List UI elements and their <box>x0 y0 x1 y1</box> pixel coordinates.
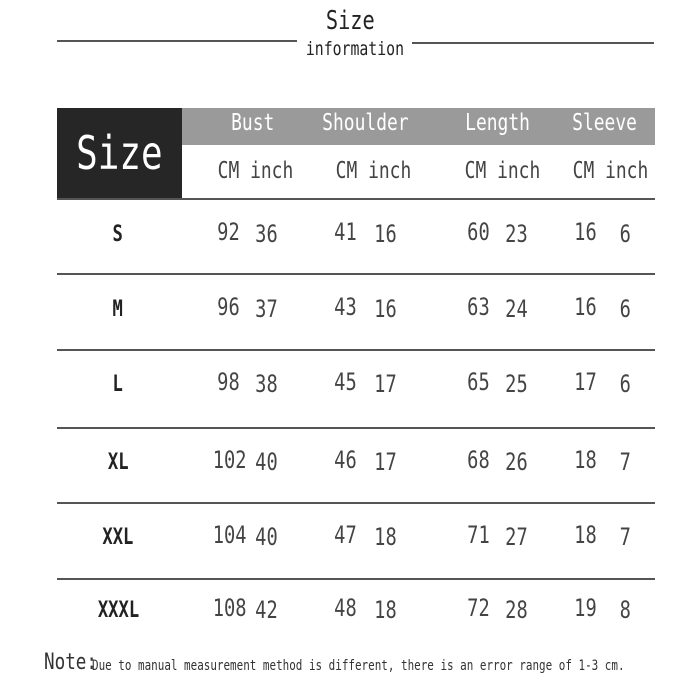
row-divider <box>57 578 655 580</box>
measurement-cell: 19 <box>573 594 597 622</box>
row-divider <box>57 349 655 351</box>
measurement-cell: 43 <box>333 293 357 321</box>
measurement-cell: 17 <box>373 448 397 476</box>
measurement-cell: 16 <box>573 218 597 246</box>
note-label: Note: <box>44 650 97 675</box>
measurement-cell: 18 <box>573 521 597 549</box>
measurement-cell: 16 <box>573 293 597 321</box>
column-header-bar <box>182 108 655 145</box>
measurement-cell: 104 <box>212 521 247 549</box>
row-divider <box>57 273 655 275</box>
measurement-cell: 7 <box>619 448 631 476</box>
note: Note: Due to manual measurement method i… <box>44 650 700 675</box>
measurement-cell: 28 <box>504 596 528 624</box>
measurement-cell: 71 <box>466 521 490 549</box>
measurement-cell: 38 <box>254 370 278 398</box>
unit-label-shoulder: CM inch <box>335 158 411 184</box>
title-size: Size <box>325 6 375 36</box>
row-divider <box>57 198 655 200</box>
column-header-length: Length <box>465 110 531 136</box>
measurement-cell: 6 <box>619 370 631 398</box>
column-header-shoulder: Shoulder <box>322 110 409 136</box>
measurement-cell: 17 <box>373 370 397 398</box>
measurement-cell: 7 <box>619 523 631 551</box>
measurement-cell: 26 <box>504 448 528 476</box>
column-header-bust: Bust <box>231 110 275 136</box>
size-label: S <box>112 222 124 247</box>
measurement-cell: 96 <box>216 293 240 321</box>
size-label: XXL <box>102 525 134 550</box>
measurement-cell: 102 <box>212 446 247 474</box>
unit-label-sleeve: CM inch <box>572 158 648 184</box>
row-divider <box>57 502 655 504</box>
measurement-cell: 40 <box>254 523 278 551</box>
measurement-cell: 72 <box>466 594 490 622</box>
measurement-cell: 40 <box>254 448 278 476</box>
measurement-cell: 47 <box>333 521 357 549</box>
measurement-cell: 68 <box>466 446 490 474</box>
measurement-cell: 16 <box>373 295 397 323</box>
measurement-cell: 6 <box>619 295 631 323</box>
measurement-cell: 18 <box>373 523 397 551</box>
unit-label-length: CM inch <box>464 158 540 184</box>
measurement-cell: 45 <box>333 368 357 396</box>
note-text: Due to manual measurement method is diff… <box>92 658 625 674</box>
measurement-cell: 41 <box>333 218 357 246</box>
measurement-cell: 36 <box>254 220 278 248</box>
measurement-cell: 46 <box>333 446 357 474</box>
measurement-cell: 18 <box>573 446 597 474</box>
title-divider-right <box>412 42 654 44</box>
measurement-cell: 6 <box>619 220 631 248</box>
measurement-cell: 63 <box>466 293 490 321</box>
measurement-cell: 60 <box>466 218 490 246</box>
size-label: L <box>112 372 124 397</box>
title-information: information <box>305 38 405 60</box>
column-header-sleeve: Sleeve <box>572 110 638 136</box>
size-label: XXXL <box>97 598 139 623</box>
size-header-box: Size <box>57 108 182 198</box>
measurement-cell: 98 <box>216 368 240 396</box>
measurement-cell: 65 <box>466 368 490 396</box>
measurement-cell: 16 <box>373 220 397 248</box>
measurement-cell: 108 <box>212 594 247 622</box>
measurement-cell: 48 <box>333 594 357 622</box>
size-label: M <box>112 297 124 322</box>
measurement-cell: 17 <box>573 368 597 396</box>
row-divider <box>57 427 655 429</box>
measurement-cell: 18 <box>373 596 397 624</box>
title-divider-left <box>57 40 297 42</box>
measurement-cell: 25 <box>504 370 528 398</box>
size-label: XL <box>107 450 129 475</box>
measurement-cell: 27 <box>504 523 528 551</box>
unit-label-bust: CM inch <box>217 158 293 184</box>
measurement-cell: 24 <box>504 295 528 323</box>
measurement-cell: 23 <box>504 220 528 248</box>
measurement-cell: 37 <box>254 295 278 323</box>
measurement-cell: 42 <box>254 596 278 624</box>
measurement-cell: 8 <box>619 596 631 624</box>
measurement-cell: 92 <box>216 218 240 246</box>
